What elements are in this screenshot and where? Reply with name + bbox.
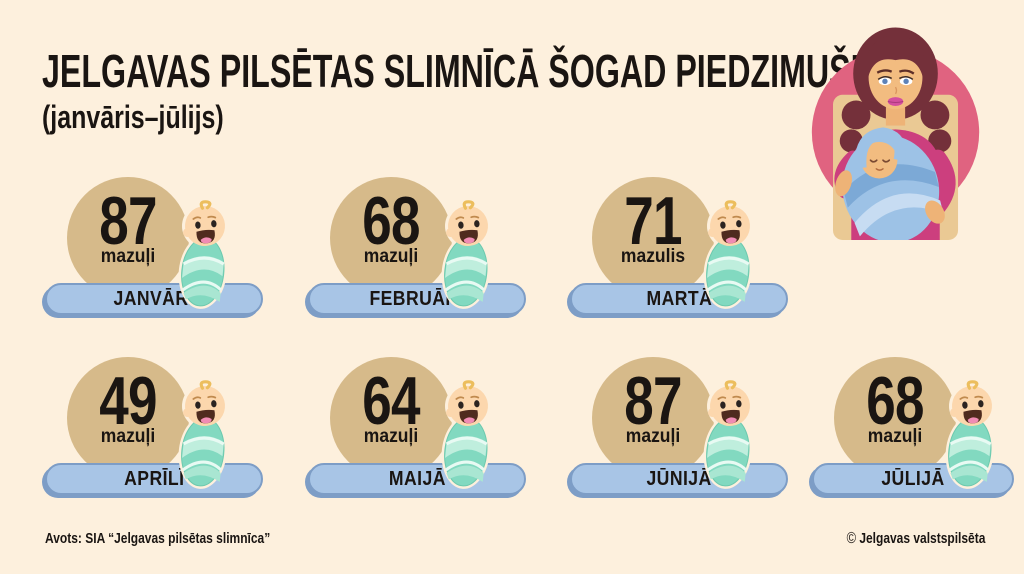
month-pill: FEBRUĀRĪ	[308, 283, 526, 315]
stat-card-aprili: 49 mazuļi APRĪLĪ	[45, 353, 263, 495]
copyright-icon: ©	[846, 530, 856, 547]
swaddled-baby-icon	[436, 380, 496, 490]
month-label: MAIJĀ	[388, 467, 446, 490]
stat-value: 71	[624, 183, 682, 259]
mother-holding-baby-illustration	[811, 27, 980, 240]
stat-card-janvari: 87 mazuļi JANVĀRĪ	[45, 173, 263, 315]
swaddled-baby-icon	[173, 380, 233, 490]
swaddled-baby-icon	[698, 200, 758, 310]
swaddled-baby-icon	[940, 380, 1000, 490]
copyright-note: © Jelgavas valstspilsēta	[846, 530, 985, 548]
stat-circle	[67, 177, 189, 299]
month-label: JANVĀRĪ	[113, 287, 195, 310]
stat-value: 68	[866, 363, 924, 439]
stat-unit: mazuļi	[363, 246, 419, 267]
stat-card-marta: 71 mazulis MARTĀ	[570, 173, 788, 315]
stat-circle	[834, 357, 956, 479]
stat-card-julija: 68 mazuļi JŪLIJĀ	[812, 353, 1014, 495]
stat-value: 68	[362, 183, 420, 259]
month-label: JŪNIJĀ	[646, 467, 712, 490]
stat-value: 49	[99, 363, 157, 439]
month-pill: JŪNIJĀ	[570, 463, 788, 495]
month-label: MARTĀ	[646, 287, 712, 310]
month-label: FEBRUĀRĪ	[369, 287, 465, 310]
stat-unit: mazuļi	[100, 246, 156, 267]
month-label: APRĪLĪ	[123, 467, 185, 490]
stat-circle	[330, 177, 452, 299]
stat-value: 87	[624, 363, 682, 439]
stat-unit: mazuļi	[363, 426, 419, 447]
stat-circle	[330, 357, 452, 479]
stat-unit: mazuļi	[100, 426, 156, 447]
month-pill: APRĪLĪ	[45, 463, 263, 495]
stat-unit: mazuļi	[867, 426, 923, 447]
month-pill: JANVĀRĪ	[45, 283, 263, 315]
month-pill: MAIJĀ	[308, 463, 526, 495]
swaddled-baby-icon	[436, 200, 496, 310]
month-pill: MARTĀ	[570, 283, 788, 315]
month-label: JŪLIJĀ	[881, 467, 945, 490]
stat-card-maija: 64 mazuļi MAIJĀ	[308, 353, 526, 495]
stat-card-junija: 87 mazuļi JŪNIJĀ	[570, 353, 788, 495]
stat-unit: mazuļi	[625, 426, 681, 447]
page-title: JELGAVAS PILSĒTAS SLIMNĪCĀ ŠOGAD PIEDZIM…	[42, 45, 860, 97]
swaddled-baby-icon	[698, 380, 758, 490]
stat-unit: mazulis	[620, 246, 686, 267]
swaddled-baby-icon	[173, 200, 233, 310]
page-subtitle: (janvāris–jūlijs)	[42, 99, 224, 135]
stat-circle	[67, 357, 189, 479]
stat-circle	[592, 177, 714, 299]
stat-value: 64	[362, 363, 420, 439]
source-note: Avots: SIA “Jelgavas pilsētas slimnīca”	[45, 530, 271, 547]
stat-value: 87	[99, 183, 157, 259]
stat-circle	[592, 357, 714, 479]
copyright-text: Jelgavas valstspilsēta	[858, 530, 985, 547]
stat-card-februari: 68 mazuļi FEBRUĀRĪ	[308, 173, 526, 315]
